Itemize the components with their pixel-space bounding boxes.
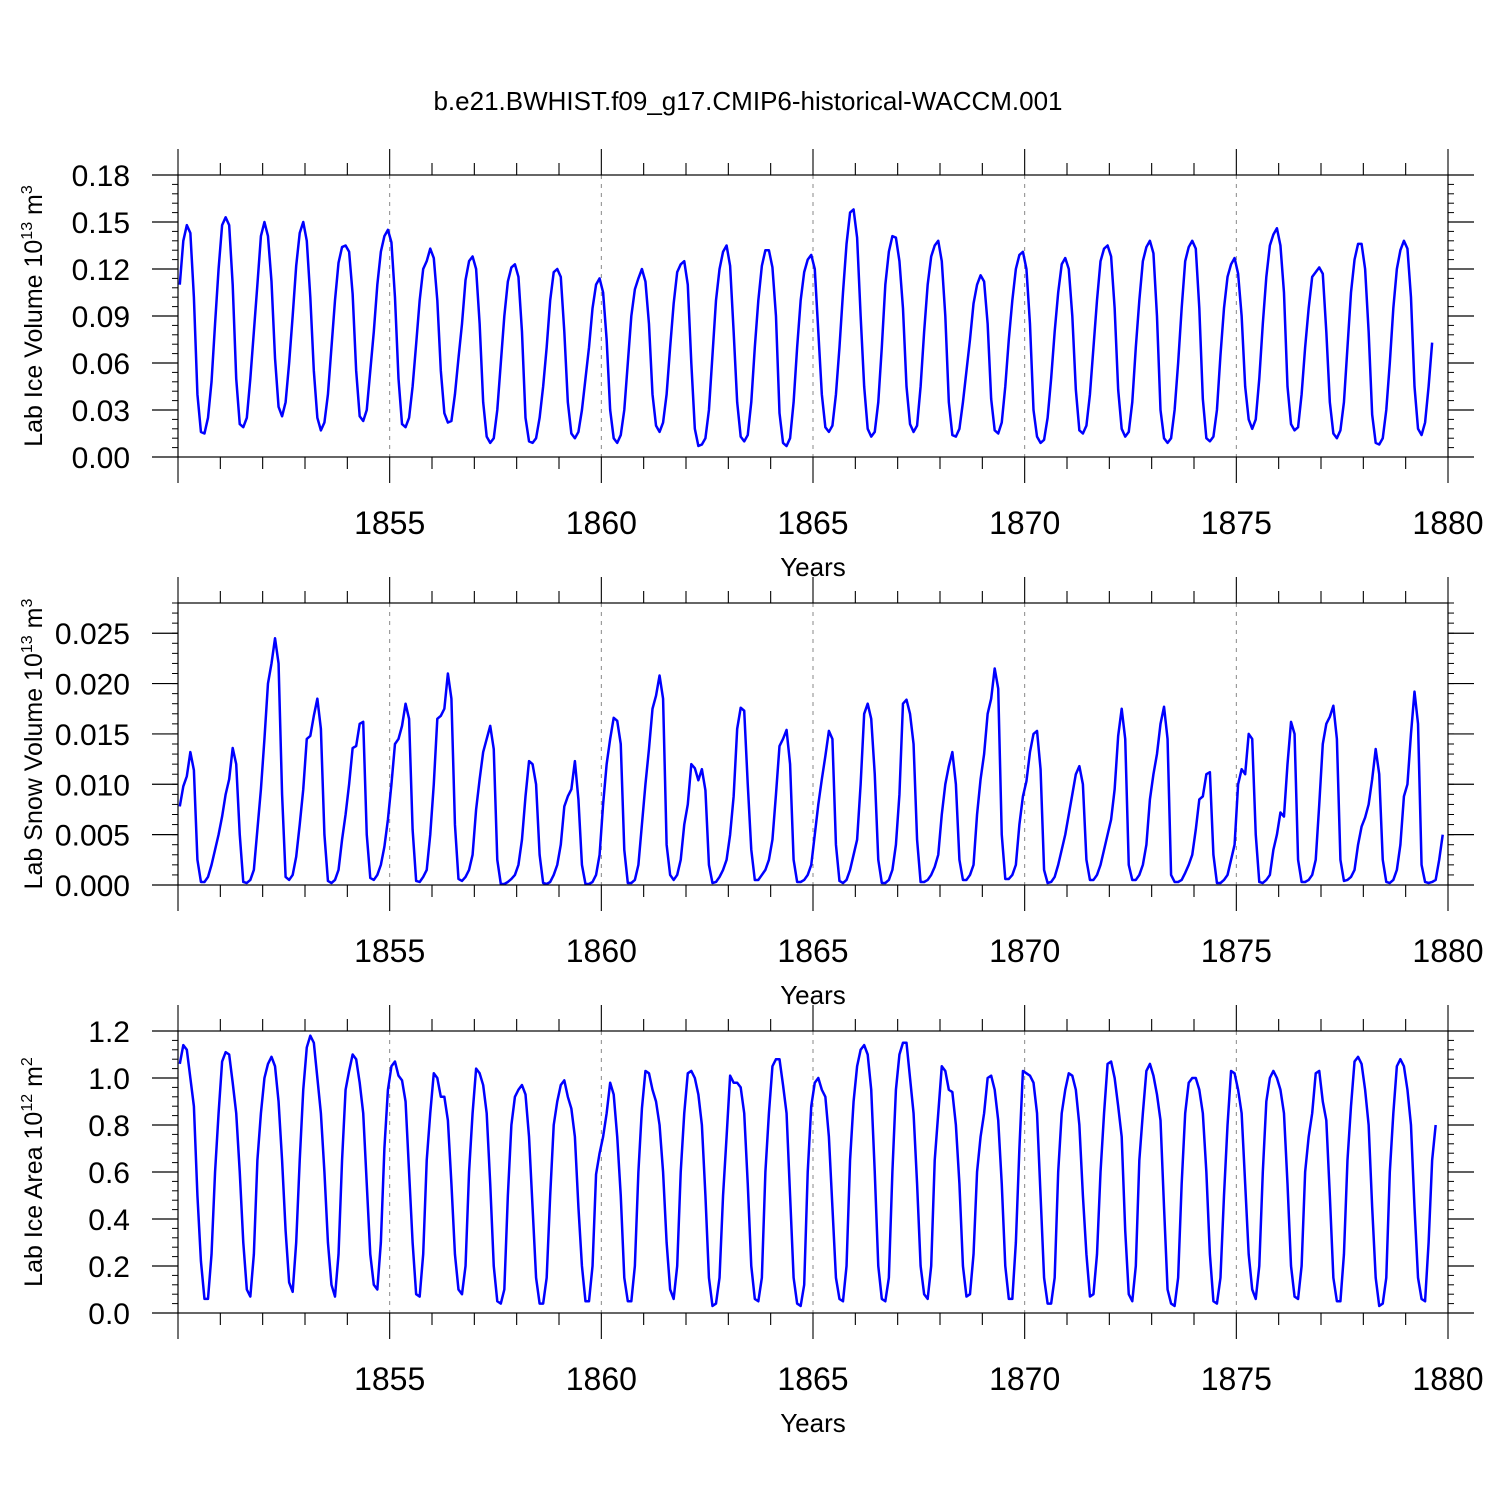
y-tick-label: 0.010 bbox=[55, 769, 130, 802]
x-tick-label: 1855 bbox=[354, 505, 425, 541]
y-label-unit: m bbox=[20, 194, 48, 222]
y-tick-label: 0.025 bbox=[55, 618, 130, 651]
y-label-text: Lab Ice Area 10 bbox=[20, 1112, 48, 1287]
x-tick-label: 1860 bbox=[566, 505, 637, 541]
y-tick-label: 0.18 bbox=[72, 160, 130, 193]
panel-1: 0.00 0.03 0.06 0.09 0.12 0.15 0.18 1855 1860 1865… bbox=[19, 149, 1484, 582]
y-axis-label: Lab Snow Volume 1013 m3 bbox=[19, 599, 48, 890]
y-tick-label: 0.00 bbox=[72, 442, 130, 475]
y-label-unit-exponent: 3 bbox=[19, 185, 36, 194]
y-tick-label: 0.0 bbox=[88, 1298, 130, 1331]
x-tick-label: 1875 bbox=[1201, 933, 1272, 969]
x-tick-label: 1855 bbox=[354, 933, 425, 969]
y-tick-label: 0.4 bbox=[88, 1204, 130, 1237]
series-line bbox=[178, 637, 1444, 886]
x-tick-label: 1870 bbox=[989, 505, 1060, 541]
x-tick-label: 1870 bbox=[989, 933, 1060, 969]
y-tick-label: 0.09 bbox=[72, 301, 130, 334]
y-tick-label: 0.03 bbox=[72, 395, 130, 428]
y-tick-label: 0.12 bbox=[72, 254, 130, 287]
y-label-unit-exponent: 3 bbox=[19, 599, 36, 608]
panel-2: 0.000 0.005 0.010 0.015 0.020 0.025 1855 1860 18… bbox=[19, 577, 1484, 1010]
y-label-unit: m bbox=[20, 608, 48, 636]
x-tick-label: 1860 bbox=[566, 1361, 637, 1397]
y-tick-label: 1.2 bbox=[88, 1016, 130, 1049]
y-label-exponent: 13 bbox=[19, 222, 36, 240]
y-tick-label: 0.06 bbox=[72, 348, 130, 381]
y-tick-label: 0.2 bbox=[88, 1251, 130, 1284]
plot-frame bbox=[177, 174, 1449, 458]
y-tick-label: 0.000 bbox=[55, 870, 130, 903]
y-tick-label: 0.015 bbox=[55, 719, 130, 752]
x-tick-label: 1865 bbox=[777, 1361, 848, 1397]
series-line bbox=[178, 1034, 1437, 1308]
y-label-text: Lab Snow Volume 10 bbox=[20, 653, 48, 889]
y-label-unit-exponent: 2 bbox=[19, 1057, 36, 1066]
y-tick-label: 0.15 bbox=[72, 207, 130, 240]
y-label-text: Lab Ice Volume 10 bbox=[20, 240, 48, 447]
y-tick-label: 0.6 bbox=[88, 1157, 130, 1190]
x-tick-label: 1875 bbox=[1201, 505, 1272, 541]
series-line bbox=[178, 208, 1434, 448]
x-tick-label: 1865 bbox=[777, 933, 848, 969]
x-tick-label: 1870 bbox=[989, 1361, 1060, 1397]
y-tick-label: 1.0 bbox=[88, 1063, 130, 1096]
y-axis-label: Lab Ice Volume 1013 m3 bbox=[19, 185, 48, 447]
x-tick-label: 1865 bbox=[777, 505, 848, 541]
y-axis-label: Lab Ice Area 1012 m2 bbox=[19, 1057, 48, 1287]
x-tick-label: 1855 bbox=[354, 1361, 425, 1397]
x-tick-label: 1875 bbox=[1201, 1361, 1272, 1397]
y-tick-label: 0.020 bbox=[55, 669, 130, 702]
y-tick-label: 0.8 bbox=[88, 1110, 130, 1143]
y-label-unit: m bbox=[20, 1066, 48, 1094]
panel-3: 0.0 0.2 0.4 0.6 0.8 1.0 1.2 1855 1860 1865 1870 187… bbox=[19, 1005, 1484, 1438]
y-tick-label: 0.005 bbox=[55, 820, 130, 853]
x-tick-label: 1880 bbox=[1412, 933, 1483, 969]
x-tick-label: 1860 bbox=[566, 933, 637, 969]
x-tick-label: 1880 bbox=[1412, 505, 1483, 541]
x-tick-label: 1880 bbox=[1412, 1361, 1483, 1397]
plot-frame bbox=[177, 1030, 1449, 1314]
y-label-exponent: 12 bbox=[19, 1094, 36, 1112]
y-label-exponent: 13 bbox=[19, 635, 36, 653]
x-axis-label: Years bbox=[780, 1408, 846, 1438]
chart-title: b.e21.BWHIST.f09_g17.CMIP6-historical-WA… bbox=[433, 86, 1062, 116]
